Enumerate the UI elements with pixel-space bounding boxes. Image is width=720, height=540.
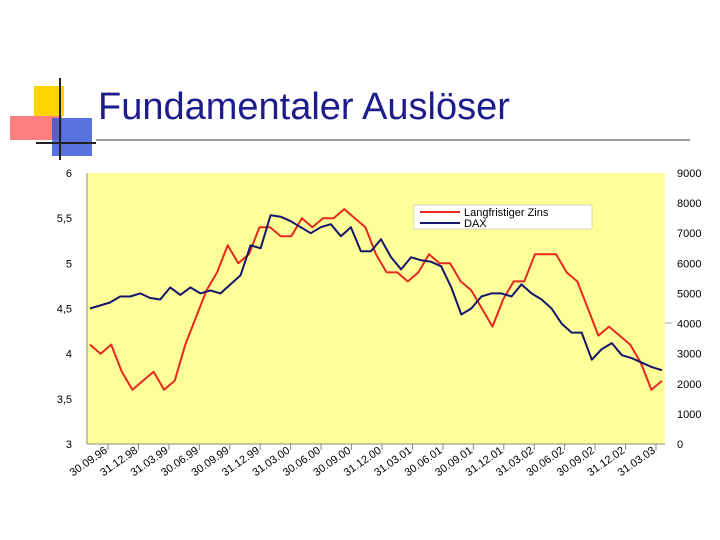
slide-title: Fundamentaler Auslöser — [98, 86, 510, 128]
right-y-axis: 9000 8000 7000 6000 5000 4000 3000 2000 1000 0 — [665, 168, 701, 451]
right-tick-label: 5000 — [677, 288, 701, 300]
x-axis: 30.09.9631.12.9831.03.9930.06.9930.09.99… — [68, 443, 665, 479]
series-layer — [89, 208, 663, 391]
right-tick-label: 8000 — [677, 198, 701, 210]
right-tick-label: 9000 — [677, 168, 701, 180]
left-y-axis: 6 5,5 5 4,5 4 3,5 3 — [57, 168, 88, 451]
right-tick-label: 2000 — [677, 379, 701, 391]
right-tick-label: 1000 — [677, 409, 701, 421]
legend: Langfristiger Zins DAX — [413, 204, 593, 230]
series-line-dax — [89, 214, 663, 372]
right-tick-label: 6000 — [677, 258, 701, 270]
left-tick-label: 4 — [66, 349, 72, 361]
left-tick-label: 3 — [66, 439, 72, 451]
left-tick-label: 3,5 — [57, 394, 72, 406]
right-tick-label: 0 — [677, 439, 683, 451]
right-tick-label: 3000 — [677, 349, 701, 361]
left-tick-label: 4,5 — [57, 304, 72, 316]
left-tick-label: 5,5 — [57, 213, 72, 225]
left-tick-label: 6 — [66, 168, 72, 180]
slide-logo — [10, 78, 96, 160]
legend-box — [413, 204, 593, 230]
legend-label-dax: DAX — [464, 218, 487, 230]
logo-blue-square — [52, 118, 92, 156]
right-tick-label: 4000 — [677, 319, 701, 331]
left-tick-label: 5 — [66, 258, 72, 270]
right-tick-label: 7000 — [677, 228, 701, 240]
series-line-zins — [89, 208, 663, 391]
legend-label-zins: Langfristiger Zins — [464, 207, 549, 219]
